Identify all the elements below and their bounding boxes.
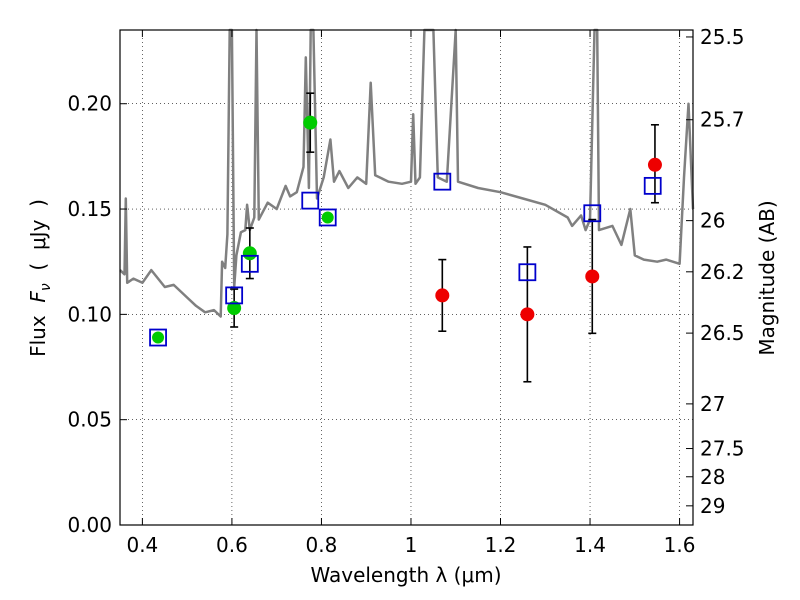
model-band-square [225,286,244,305]
x-tick-label: 1.4 [574,533,606,557]
observed-point [303,115,318,130]
right-axis-title: Magnitude (AB) [755,200,779,355]
x-tick-label: 0.6 [216,533,248,557]
right-tick-label: 29 [700,494,725,518]
model-band-square [240,254,259,273]
data-points [149,115,662,347]
y-tick-label: 0.00 [67,513,112,537]
x-tick-label: 0.4 [126,533,158,557]
axes: 0.4 0.6 0.8 1 1.2 1.4 1.6 0.00 0.05 0.10 0.15 0.20 2… [67,25,744,557]
observed-point [321,211,334,224]
right-tick-label: 28 [700,465,725,489]
right-tick-label: 25.5 [700,25,745,49]
model-band-square [318,208,337,227]
y-tick-label: 0.10 [67,302,112,326]
model-band-square [301,191,320,210]
right-tick-label: 26.2 [700,260,745,284]
plot-frame [119,29,694,526]
observed-point [647,157,662,172]
x-axis-title: Wavelength λ (μm) [310,563,501,587]
model-band-square [583,204,602,223]
y-tick-label: 0.15 [67,197,112,221]
x-tick-label: 1 [405,533,418,557]
observed-point [242,246,257,261]
observed-point [152,331,165,344]
y-axis-title: Flux Fν ( μJy ) [26,199,54,357]
model-band-square [518,263,537,282]
model-band-square [149,328,167,347]
right-tick-label: 26 [700,209,725,233]
model-band-square [433,172,452,191]
grid-lines [120,30,693,526]
observed-point [227,301,242,316]
y-tick-label: 0.05 [67,408,112,432]
observed-point [520,307,535,322]
x-tick-label: 0.8 [306,533,338,557]
x-tick-label: 1.6 [664,533,696,557]
y-tick-label: 0.20 [67,92,112,116]
right-tick-label: 27 [700,392,725,416]
x-tick-label: 1.2 [485,533,517,557]
right-tick-label: 27.5 [700,437,745,461]
model-band-square [643,176,662,195]
right-tick-label: 25.7 [700,108,745,132]
observed-point [435,288,450,303]
right-tick-label: 26.5 [700,321,745,345]
observed-point [585,269,600,284]
